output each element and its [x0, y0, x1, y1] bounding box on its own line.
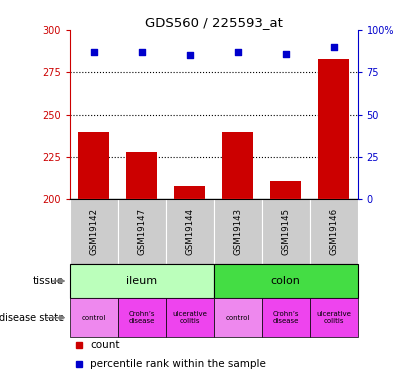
- Bar: [126, 152, 157, 199]
- Bar: [270, 181, 301, 199]
- Point: [282, 51, 289, 57]
- Point: [187, 53, 193, 58]
- Text: ileum: ileum: [126, 276, 157, 286]
- Bar: [118, 199, 166, 264]
- Text: GSM19142: GSM19142: [89, 208, 98, 255]
- Text: disease state: disease state: [0, 313, 64, 322]
- Point: [139, 49, 145, 55]
- Text: Crohn’s
disease: Crohn’s disease: [272, 311, 299, 324]
- Text: count: count: [90, 340, 120, 350]
- Bar: [70, 264, 214, 298]
- Text: Crohn’s
disease: Crohn’s disease: [129, 311, 155, 324]
- Bar: [262, 298, 309, 338]
- Bar: [309, 298, 358, 338]
- Bar: [318, 59, 349, 199]
- Bar: [214, 298, 262, 338]
- Bar: [78, 132, 109, 199]
- Bar: [222, 132, 253, 199]
- Text: percentile rank within the sample: percentile rank within the sample: [90, 359, 266, 369]
- Text: control: control: [226, 315, 250, 321]
- Point: [90, 49, 97, 55]
- Bar: [166, 199, 214, 264]
- Text: GSM19144: GSM19144: [185, 208, 194, 255]
- Bar: [174, 186, 206, 199]
- Text: tissue: tissue: [33, 276, 64, 286]
- Text: GSM19146: GSM19146: [329, 208, 338, 255]
- Bar: [214, 264, 358, 298]
- Text: ulcerative
colitis: ulcerative colitis: [316, 311, 351, 324]
- Text: GSM19145: GSM19145: [281, 208, 290, 255]
- Point: [330, 44, 337, 50]
- Text: GSM19143: GSM19143: [233, 208, 242, 255]
- Bar: [214, 199, 262, 264]
- Bar: [262, 199, 309, 264]
- Text: control: control: [82, 315, 106, 321]
- Bar: [118, 298, 166, 338]
- Bar: [70, 199, 118, 264]
- Bar: [166, 298, 214, 338]
- Text: colon: colon: [271, 276, 300, 286]
- Text: ulcerative
colitis: ulcerative colitis: [172, 311, 207, 324]
- Point: [234, 49, 241, 55]
- Text: GSM19147: GSM19147: [137, 208, 146, 255]
- Bar: [70, 298, 118, 338]
- Title: GDS560 / 225593_at: GDS560 / 225593_at: [145, 16, 283, 29]
- Bar: [309, 199, 358, 264]
